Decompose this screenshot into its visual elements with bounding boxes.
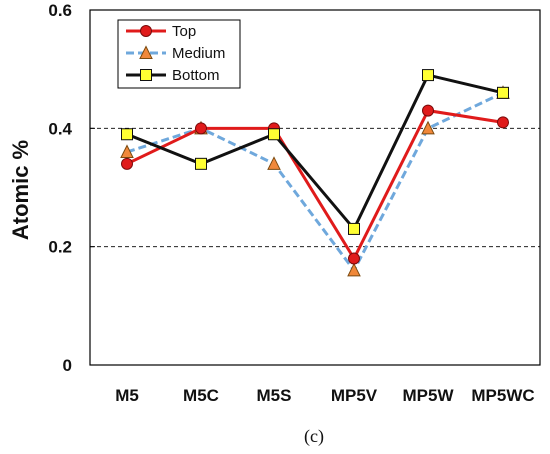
point-top-m5c [195,122,207,135]
point-bottom-m5s [268,128,280,141]
series-line-top [126,108,504,262]
x-tick-label-1: M5C [183,386,219,405]
y-axis: 0 0.2 0.4 0.6 [48,1,95,375]
legend: Top Medium Bottom [117,19,241,89]
series-line-bottom [126,73,504,232]
point-top-mp5v [348,252,360,265]
x-axis: M5 M5C M5S MP5V MP5W MP5WC [115,386,534,405]
x-tick-label-3: MP5V [331,386,378,405]
legend-marker-top [140,25,152,37]
y-tick-label-2: 0.4 [48,119,72,138]
y-tick-label-1: 0.2 [48,238,72,257]
legend-marker-bottom [140,69,152,81]
x-tick-label-4: MP5W [403,386,455,405]
x-tick-label-5: MP5WC [471,386,534,405]
y-tick-label-3: 0.6 [48,1,72,20]
legend-label-bottom: Bottom [172,67,220,84]
series-layer [120,69,510,277]
x-tick-label-0: M5 [115,386,139,405]
legend-label-top: Top [172,23,196,40]
figure-caption: (c) [304,426,324,447]
y-tick-label-0: 0 [63,356,72,375]
point-bottom-m5c [195,157,207,170]
point-medium-mp5v [347,262,361,277]
point-medium-mp5w [421,120,435,135]
series-line-medium [126,91,504,274]
point-top-m5 [121,157,133,170]
x-tick-label-2: M5S [257,386,292,405]
point-top-mp5w [422,104,434,117]
point-bottom-m5 [121,128,133,141]
y-axis-label: Atomic % [8,140,33,240]
grid [90,127,540,248]
point-top-mp5wc [497,116,509,129]
legend-label-medium: Medium [172,45,225,62]
legend-marker-medium [139,45,153,59]
point-medium-m5s [267,156,281,170]
point-bottom-mp5w [422,69,434,82]
point-medium-m5 [120,144,134,158]
point-bottom-mp5wc [497,86,509,99]
point-bottom-mp5v [348,222,360,235]
